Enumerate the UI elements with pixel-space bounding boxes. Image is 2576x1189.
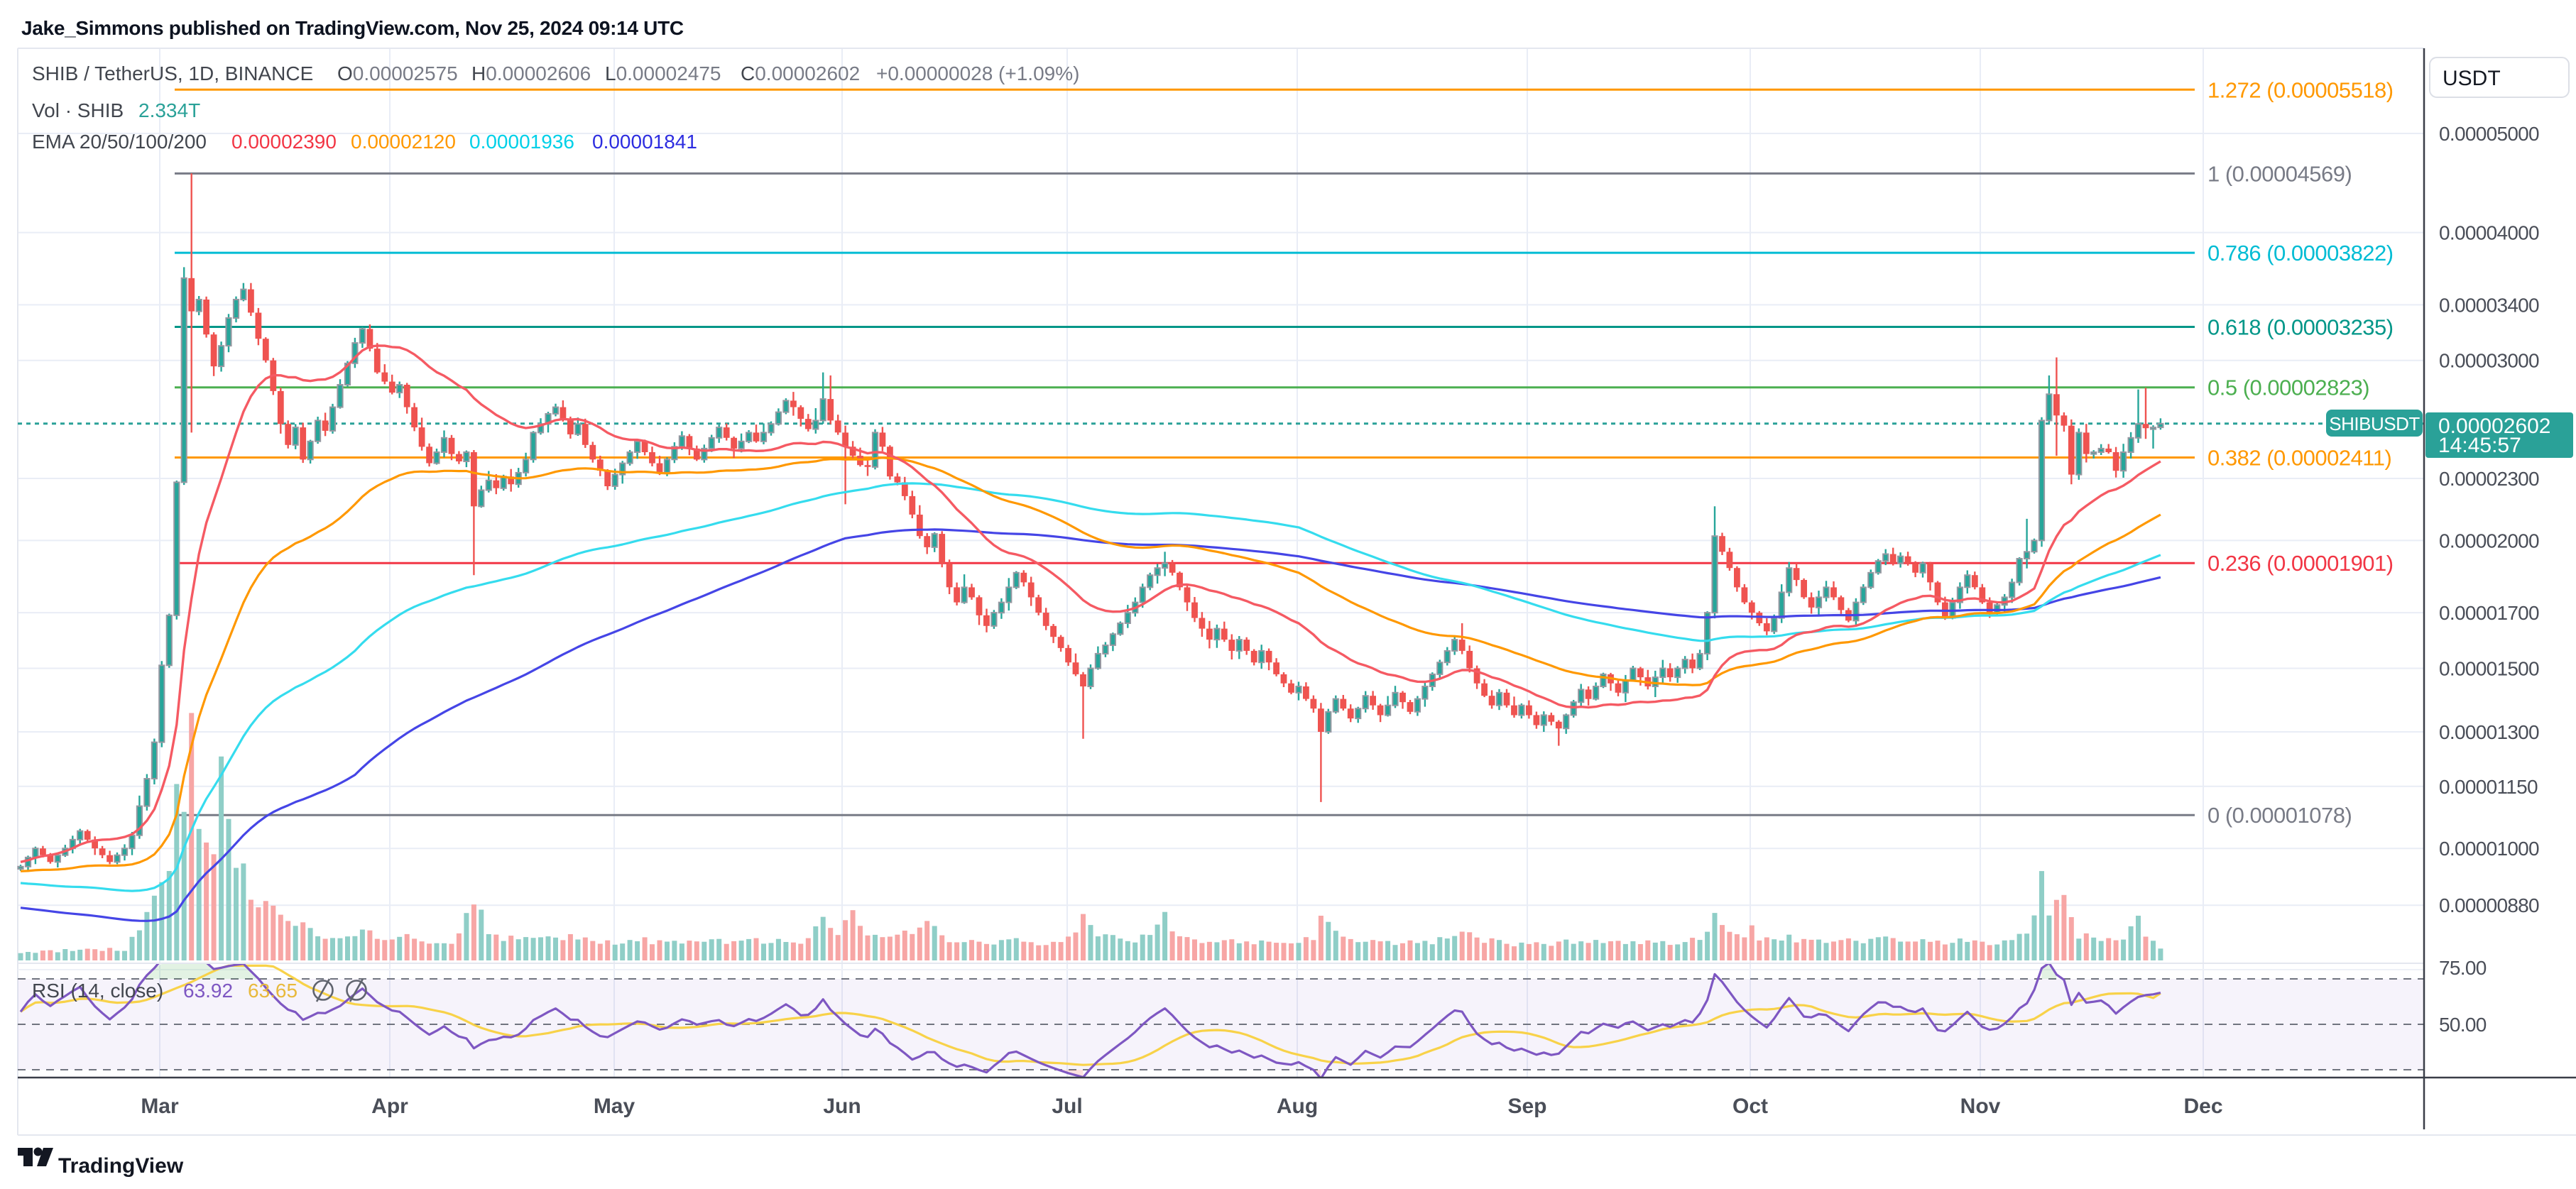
svg-text:Jul: Jul	[1052, 1095, 1082, 1118]
svg-text:0.00001300: 0.00001300	[2439, 721, 2539, 743]
svg-text:0.382 (0.00002411): 0.382 (0.00002411)	[2207, 446, 2391, 471]
svg-text:0.00002602: 0.00002602	[2438, 415, 2551, 438]
svg-text:Aug: Aug	[1277, 1095, 1318, 1118]
svg-text:0.236 (0.00001901): 0.236 (0.00001901)	[2207, 551, 2394, 576]
svg-text:1 (0.00004569): 1 (0.00004569)	[2207, 161, 2352, 186]
svg-text:0 (0.00001078): 0 (0.00001078)	[2207, 803, 2352, 828]
svg-text:Oct: Oct	[1732, 1095, 1768, 1118]
svg-text:C0.00002602: C0.00002602	[741, 62, 860, 84]
svg-text:2.334T: 2.334T	[138, 99, 200, 121]
svg-text:0.00003000: 0.00003000	[2439, 350, 2539, 372]
svg-text:0.00001936: 0.00001936	[469, 131, 574, 153]
svg-text:0.00002300: 0.00002300	[2439, 468, 2539, 490]
svg-text:1.272 (0.00005518): 1.272 (0.00005518)	[2207, 77, 2394, 102]
svg-text:14:45:57: 14:45:57	[2438, 434, 2521, 457]
svg-text:Dec: Dec	[2183, 1095, 2222, 1118]
svg-text:USDT: USDT	[2443, 67, 2501, 90]
svg-text:RSI (14, close): RSI (14, close)	[32, 980, 163, 1002]
svg-text:H0.00002606: H0.00002606	[471, 62, 591, 84]
svg-text:TradingView: TradingView	[58, 1154, 184, 1178]
svg-text:63.65: 63.65	[248, 980, 298, 1002]
svg-text:SHIBUSDT: SHIBUSDT	[2329, 413, 2420, 434]
svg-text:0.5 (0.00002823): 0.5 (0.00002823)	[2207, 376, 2369, 400]
svg-text:Mar: Mar	[141, 1095, 179, 1118]
svg-text:0.00002390: 0.00002390	[231, 131, 337, 153]
svg-text:Sep: Sep	[1507, 1095, 1546, 1118]
svg-text:Nov: Nov	[1960, 1095, 2001, 1118]
svg-text:0.00005000: 0.00005000	[2439, 123, 2539, 145]
svg-text:0.00003400: 0.00003400	[2439, 294, 2539, 316]
svg-text:Vol · SHIB: Vol · SHIB	[32, 99, 124, 121]
svg-text:0.00001000: 0.00001000	[2439, 838, 2539, 860]
svg-text:0.00001500: 0.00001500	[2439, 658, 2539, 680]
svg-text:0.00002000: 0.00002000	[2439, 530, 2539, 552]
svg-text:0.00000880: 0.00000880	[2439, 894, 2539, 916]
svg-text:Jake_Simmons published on Trad: Jake_Simmons published on TradingView.co…	[21, 17, 684, 39]
svg-text:EMA 20/50/100/200: EMA 20/50/100/200	[32, 131, 207, 153]
svg-text:0.00001700: 0.00001700	[2439, 602, 2539, 624]
svg-text:O0.00002575: O0.00002575	[337, 62, 458, 84]
svg-text:0.00004000: 0.00004000	[2439, 222, 2539, 244]
svg-text:SHIB / TetherUS, 1D, BINANCE: SHIB / TetherUS, 1D, BINANCE	[32, 62, 313, 84]
svg-text:Apr: Apr	[371, 1095, 408, 1118]
svg-text:75.00: 75.00	[2439, 957, 2487, 979]
svg-text:0.00001150: 0.00001150	[2439, 776, 2538, 798]
svg-text:Jun: Jun	[823, 1095, 861, 1118]
svg-text:0.786 (0.00003822): 0.786 (0.00003822)	[2207, 241, 2394, 265]
svg-text:0.618 (0.00003235): 0.618 (0.00003235)	[2207, 315, 2394, 340]
svg-text:50.00: 50.00	[2439, 1014, 2487, 1036]
svg-text:L0.00002475: L0.00002475	[605, 62, 721, 84]
svg-text:63.92: 63.92	[183, 980, 233, 1002]
svg-text:0.00002120: 0.00002120	[351, 131, 456, 153]
svg-text:May: May	[594, 1095, 635, 1118]
svg-text:+0.00000028 (+1.09%): +0.00000028 (+1.09%)	[876, 62, 1079, 84]
svg-text:0.00001841: 0.00001841	[592, 131, 697, 153]
